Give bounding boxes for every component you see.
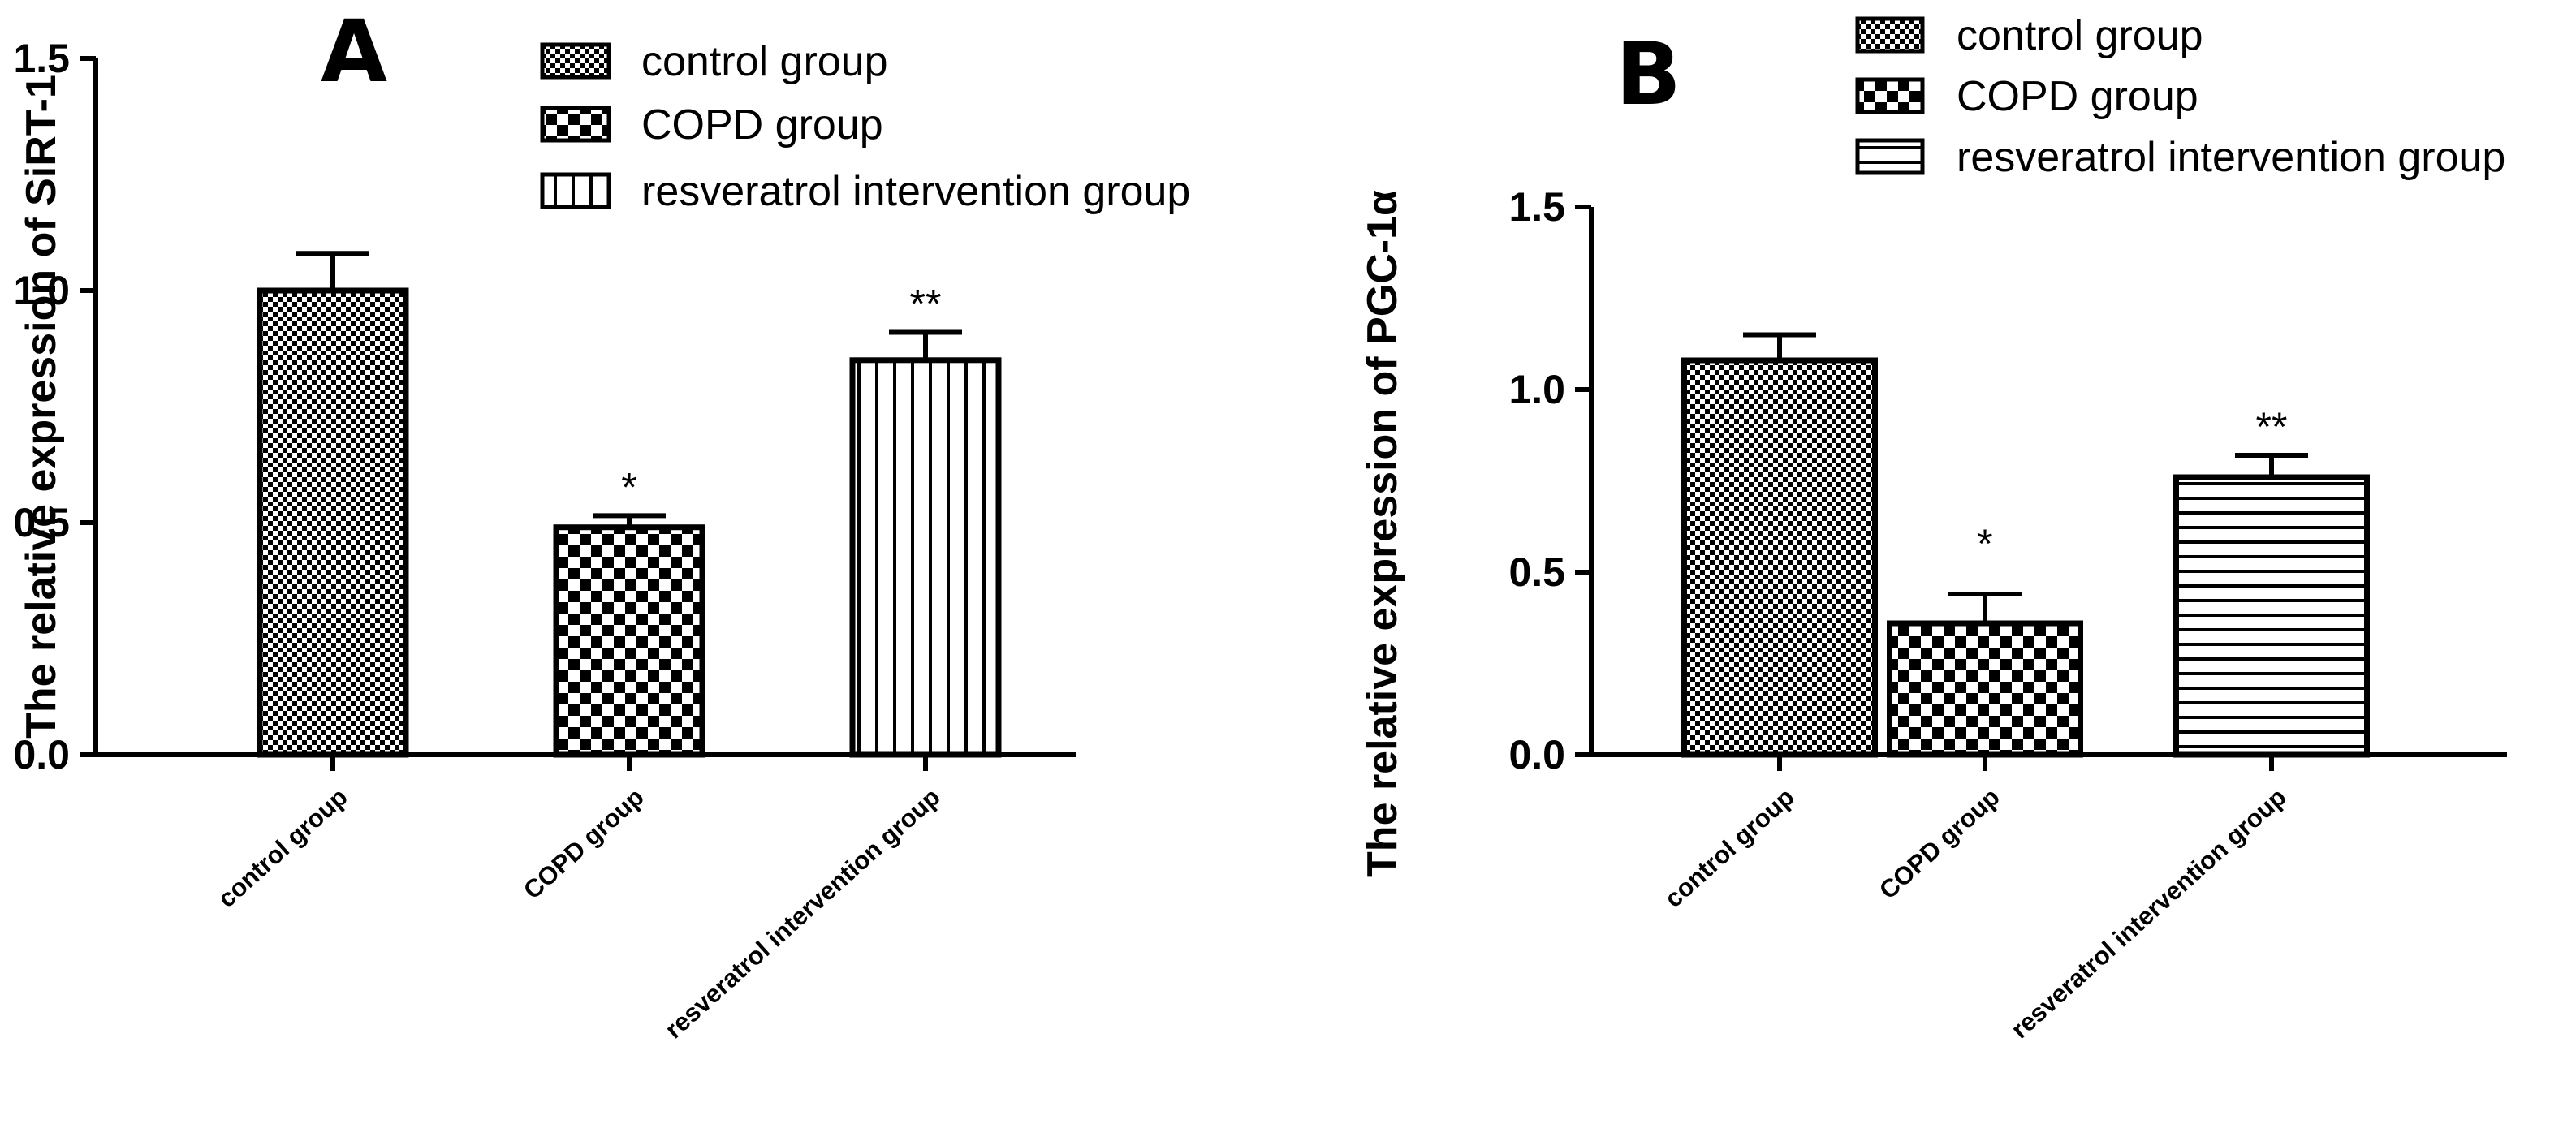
panel-b-legend-swatch-1	[1855, 77, 1925, 114]
panel-b-bar-1	[1887, 620, 2083, 758]
panel-a-bar-2	[849, 357, 1002, 758]
panel-a-letter: A	[321, 2, 387, 101]
panel-b-y-tick-label-2: 1.0	[1508, 367, 1565, 412]
panel-b-legend-label-1: COPD group	[1957, 73, 2198, 120]
panel-a-legend-swatch-1	[540, 106, 611, 143]
panel-b-legend-swatch-0	[1855, 16, 1925, 54]
panel-a-significance-2: **	[910, 281, 942, 326]
panel-b-y-tick-label-3: 1.5	[1508, 184, 1565, 230]
panel-b-legend-label-0: control group	[1957, 12, 2203, 59]
panel-a-legend-swatch-2	[540, 172, 611, 209]
panel-a-x-tick-label-2: resveratrol intervention group	[659, 782, 945, 1044]
panel-b-significance-1: *	[1977, 521, 1992, 566]
chart-panel-a: control group * COPD group ** resveratrol in…	[13, 2, 1190, 1044]
panel-a-legend-label-0: control group	[641, 38, 888, 85]
panel-b-x-tick-label-0: control group	[1659, 782, 1800, 913]
panel-a-y-axis-title: The relative expression of SiRT-1	[18, 75, 65, 739]
panel-a-legend-label-1: COPD group	[641, 101, 883, 149]
panel-b-significance-2: **	[2256, 404, 2288, 450]
panel-a-y-tick-label-1: 0.5	[13, 500, 70, 545]
panel-b-x-tick-label-1: COPD group	[1874, 782, 2005, 904]
panel-a-y-tick-label-0: 0.0	[13, 732, 70, 777]
panel-b-letter: B	[1616, 24, 1681, 124]
panel-b-y-axis-title: The relative expression of PGC-1α	[1359, 190, 1406, 877]
panel-b-y-tick-label-0: 0.0	[1508, 732, 1565, 777]
panel-b-legend-label-2: resveratrol intervention group	[1957, 134, 2505, 181]
panel-a-bar-1	[553, 524, 705, 758]
panel-a-legend-swatch-0	[540, 42, 611, 80]
panel-a-y-tick-label-3: 1.5	[13, 36, 70, 81]
panel-a-x-tick-label-0: control group	[213, 782, 353, 913]
panel-b-legend-swatch-2	[1855, 138, 1925, 175]
chart-panel-b: control group * COPD group ** resveratrol in…	[1359, 12, 2507, 1044]
panel-b-y-tick-label-1: 0.5	[1508, 549, 1565, 595]
panel-b-x-tick-label-2: resveratrol intervention group	[2005, 782, 2291, 1044]
panel-a-bar-0	[257, 287, 409, 758]
panel-b-bar-2	[2173, 474, 2370, 758]
panel-a-legend-label-2: resveratrol intervention group	[641, 168, 1190, 215]
panel-a-y-tick-label-2: 1.0	[13, 268, 70, 313]
panel-a-significance-1: *	[621, 464, 636, 510]
panel-a-x-tick-label-1: COPD group	[518, 782, 649, 904]
panel-b-bar-0	[1681, 357, 1878, 758]
